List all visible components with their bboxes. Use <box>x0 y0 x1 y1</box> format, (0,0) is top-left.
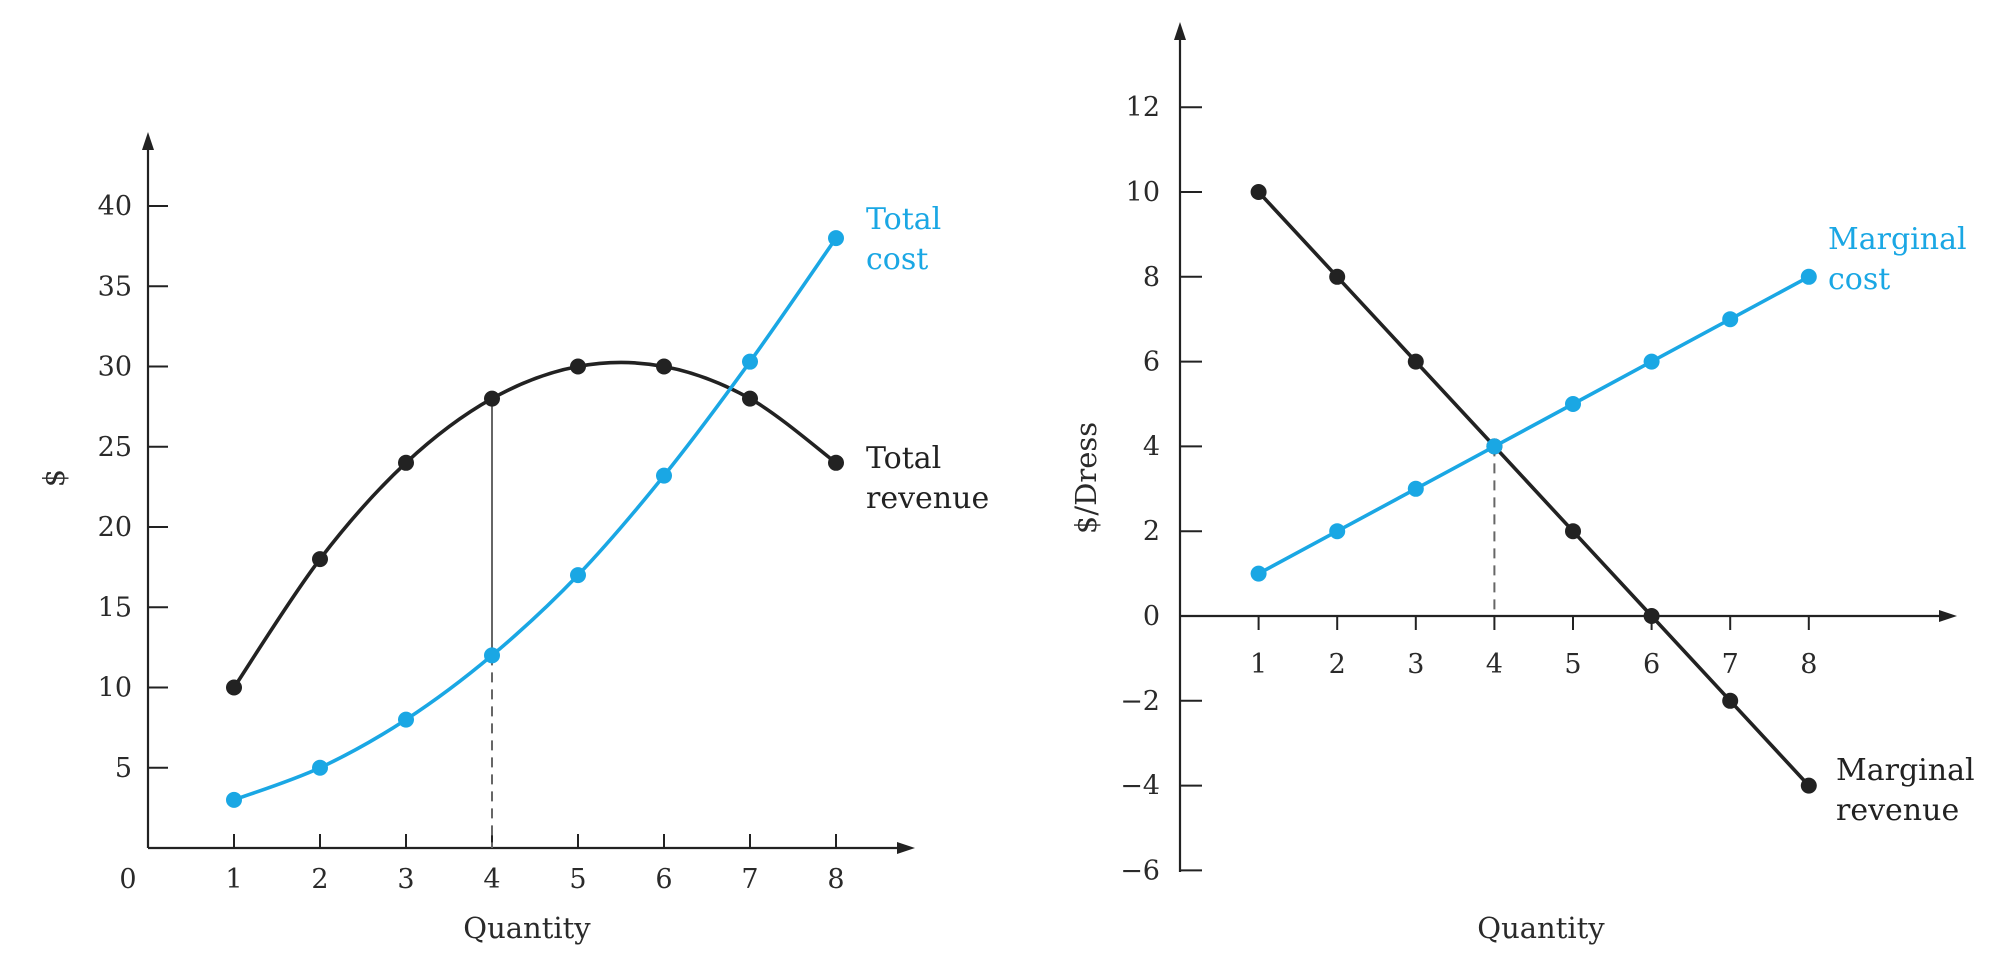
y-tick-label: −2 <box>1120 686 1160 717</box>
x-axis-title: Quantity <box>1477 911 1605 945</box>
y-tick-label: 15 <box>98 592 132 623</box>
total-revenue-point <box>398 454 414 471</box>
total-cost-point <box>570 567 586 584</box>
y-tick-label: 6 <box>1143 347 1160 378</box>
y-tick-label: 25 <box>98 432 132 463</box>
origin-label: 0 <box>119 864 136 895</box>
total-revenue-point <box>570 358 586 375</box>
x-tick-label: 3 <box>397 864 414 895</box>
marginal-cost-point <box>1643 353 1660 370</box>
marginal-revenue-point <box>1250 184 1267 200</box>
y-axis-arrowhead <box>142 132 154 150</box>
x-tick-label: 7 <box>741 864 758 895</box>
total-revenue-point <box>484 390 500 407</box>
x-tick-label: 5 <box>1564 649 1581 680</box>
total-revenue-point <box>226 679 242 696</box>
y-tick-label: 20 <box>98 512 132 543</box>
y-tick-label: −6 <box>1120 855 1160 886</box>
total-cost-label-line: Total <box>866 202 941 237</box>
y-tick-label: 35 <box>98 271 132 302</box>
marginal-revenue-point <box>1329 268 1346 285</box>
total-revenue-label-line: revenue <box>866 481 989 516</box>
marginal-cost-point <box>1407 480 1424 497</box>
total-revenue-point <box>828 454 844 471</box>
marginal-revenue-point <box>1407 353 1424 370</box>
x-tick-label: 1 <box>225 864 242 895</box>
total-cost-curve <box>233 237 838 802</box>
x-tick-label: 6 <box>655 864 672 895</box>
marginal-cost-point <box>1329 523 1346 540</box>
y-tick-label: 0 <box>1143 601 1160 632</box>
x-tick-label: 2 <box>311 864 328 895</box>
y-tick-label: −4 <box>1120 771 1160 802</box>
y-tick-label: 2 <box>1143 516 1160 547</box>
marginal-cost-point <box>1250 565 1267 582</box>
total-revenue-curve <box>232 360 838 689</box>
y-tick-label: 5 <box>115 753 132 784</box>
y-axis-title: $/Dress <box>1069 422 1103 534</box>
y-tick-label: 10 <box>98 673 132 704</box>
marginal-cost-label-line: Marginal <box>1828 222 1967 257</box>
y-tick-label: 4 <box>1143 431 1160 462</box>
total-revenue-label-line: Total <box>866 441 941 476</box>
total-cost-point <box>226 791 242 808</box>
marginal-revenue-point <box>1565 523 1581 540</box>
y-axis-title: $ <box>37 469 71 487</box>
marginal-revenue-label-line: Marginal <box>1836 753 1975 788</box>
total-cost-point <box>312 759 328 776</box>
x-axis-arrowhead <box>897 842 915 854</box>
x-tick-label: 1 <box>1250 649 1267 680</box>
x-tick-label: 7 <box>1722 649 1739 680</box>
x-tick-label: 4 <box>1486 649 1503 680</box>
marginal-revenue-point <box>1643 608 1660 624</box>
x-tick-label: 3 <box>1407 649 1424 680</box>
marginal-revenue-point <box>1800 777 1817 794</box>
marginal-cost-point <box>1486 438 1503 455</box>
y-tick-label: 12 <box>1126 92 1160 123</box>
total-cost-point <box>484 647 500 664</box>
y-axis-arrowhead <box>1174 22 1186 40</box>
x-tick-label: 5 <box>569 864 586 895</box>
x-tick-label: 8 <box>1800 649 1817 680</box>
marginal-cost-point <box>1565 396 1581 412</box>
y-tick-label: 8 <box>1143 262 1160 293</box>
total-cost-point <box>742 353 758 370</box>
total-cost-point <box>828 230 844 247</box>
x-axis-title: Quantity <box>463 911 591 945</box>
x-tick-label: 8 <box>827 864 844 895</box>
marginal-revenue-label-line: revenue <box>1836 793 1959 828</box>
marginal-cost-point <box>1800 268 1817 285</box>
marginal-revenue-line <box>1257 190 1811 787</box>
marginal-revenue-point <box>1722 692 1739 709</box>
x-axis-arrowhead <box>1939 610 1957 622</box>
total-cost-point <box>656 467 672 484</box>
y-tick-label: 30 <box>98 352 132 383</box>
marginal-cost-point <box>1722 311 1739 328</box>
x-tick-label: 6 <box>1643 649 1660 680</box>
total-cost-point <box>398 711 414 728</box>
marginal-cost-label-line: cost <box>1828 262 1890 297</box>
total-revenue-point <box>312 551 328 568</box>
marginal-cost-line <box>1257 275 1810 576</box>
x-tick-label: 2 <box>1329 649 1346 680</box>
total-revenue-point <box>742 390 758 407</box>
y-tick-label: 10 <box>1126 177 1160 208</box>
total-cost-label-line: cost <box>866 242 928 277</box>
y-tick-label: 40 <box>98 191 132 222</box>
total-revenue-point <box>656 358 672 375</box>
total-revenue-cost-chart: 5 10 15 20 25 30 35 40 1 2 3 4 5 6 7 8 0 Quantity $ Total re… <box>37 132 989 945</box>
x-tick-label: 4 <box>483 864 500 895</box>
